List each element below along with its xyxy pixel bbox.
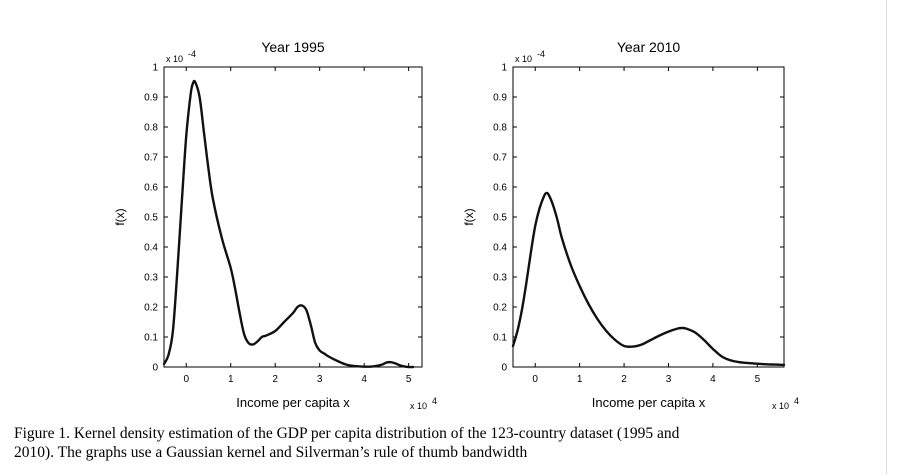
caption-line-2: 2010). The graphs use a Gaussian kernel … <box>14 444 528 461</box>
x-axis-exponent: 4 <box>794 396 799 406</box>
x-tick-label: 0 <box>183 374 189 385</box>
x-tick-label: 3 <box>666 374 672 385</box>
density-curve-density <box>162 79 415 369</box>
y-tick-label: 0.8 <box>144 123 158 134</box>
y-axis-multiplier: x 10 <box>515 54 532 64</box>
y-tick-label: 0.2 <box>144 303 158 314</box>
x-tick-label: 5 <box>755 374 761 385</box>
x-axis-exponent: 4 <box>432 396 437 406</box>
y-tick-label: 0.8 <box>493 123 507 134</box>
chart-panel-1: 0 0.1 0.2 0.3 0.4 0.5 0.6 0.7 0.8 0.9 1 0 1 2 3 4 5 Year … <box>113 39 437 411</box>
density-curve-density <box>511 191 786 367</box>
y-tick-label: 0.9 <box>493 93 507 104</box>
y-tick-label: 0.1 <box>493 333 507 344</box>
x-tick-label: 3 <box>317 374 323 385</box>
y-tick-label: 0.5 <box>144 213 158 224</box>
x-tick-label: 2 <box>621 374 627 385</box>
y-tick-label: 0.4 <box>493 243 507 254</box>
x-tick-label: 4 <box>710 374 716 385</box>
chart-title: Year 2010 <box>617 39 681 55</box>
y-tick-label: 0.7 <box>144 153 158 164</box>
y-tick-label: 0.3 <box>493 273 507 284</box>
y-tick-label: 0.1 <box>144 333 158 344</box>
chart-panel-2: 0 0.1 0.2 0.3 0.4 0.5 0.6 0.7 0.8 0.9 1 0 1 2 3 4 5 Year … <box>462 39 799 411</box>
y-tick-label: 0.4 <box>144 243 158 254</box>
y-axis-label: f(x) <box>462 208 476 225</box>
caption-line-1: Figure 1. Kernel density estimation of t… <box>14 425 680 442</box>
y-tick-label: 0.6 <box>493 183 507 194</box>
chart-title: Year 1995 <box>261 39 325 55</box>
page-edge-divider <box>886 0 887 474</box>
figure-caption: Figure 1. Kernel density estimation of t… <box>14 424 886 462</box>
x-axis-label: Income per capita x <box>236 395 350 410</box>
x-axis-multiplier: x 10 <box>772 401 789 411</box>
y-tick-label: 1 <box>152 63 158 74</box>
y-tick-label: 0.2 <box>493 303 507 314</box>
y-tick-label: 0.7 <box>493 153 507 164</box>
y-tick-label: 0.9 <box>144 93 158 104</box>
plot-frame <box>512 66 785 368</box>
x-tick-label: 1 <box>228 374 234 385</box>
x-tick-label: 4 <box>361 374 367 385</box>
x-axis-multiplier: x 10 <box>410 401 427 411</box>
x-tick-label: 1 <box>577 374 583 385</box>
x-tick-label: 0 <box>532 374 538 385</box>
x-axis-label: Income per capita x <box>592 395 706 410</box>
y-tick-label: 0 <box>501 363 507 374</box>
y-tick-label: 1 <box>501 63 507 74</box>
y-tick-label: 0.3 <box>144 273 158 284</box>
y-tick-label: 0.6 <box>144 183 158 194</box>
y-axis-multiplier: x 10 <box>166 54 183 64</box>
x-tick-label: 5 <box>406 374 412 385</box>
y-axis-exponent: -4 <box>188 49 196 59</box>
y-tick-label: 0.5 <box>493 213 507 224</box>
y-tick-label: 0 <box>152 363 158 374</box>
y-axis-exponent: -4 <box>537 49 545 59</box>
y-axis-label: f(x) <box>113 208 127 225</box>
x-tick-label: 2 <box>272 374 278 385</box>
